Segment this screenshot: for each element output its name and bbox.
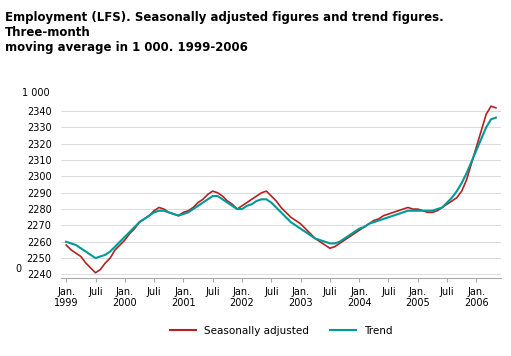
Text: 1 000: 1 000 [22, 88, 50, 98]
Text: 0: 0 [16, 264, 22, 274]
Legend: Seasonally adjusted, Trend: Seasonally adjusted, Trend [166, 322, 397, 340]
Text: Employment (LFS). Seasonally adjusted figures and trend figures. Three-month
mov: Employment (LFS). Seasonally adjusted fi… [5, 11, 444, 54]
